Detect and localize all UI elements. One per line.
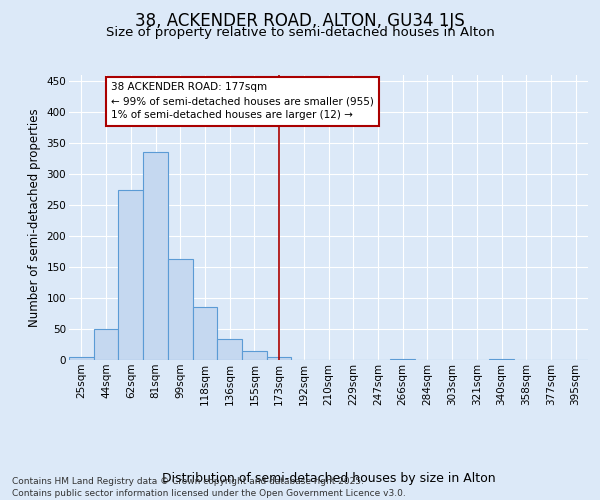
- Bar: [390, 359, 415, 360]
- Y-axis label: Number of semi-detached properties: Number of semi-detached properties: [28, 108, 41, 327]
- Text: 38 ACKENDER ROAD: 177sqm
← 99% of semi-detached houses are smaller (955)
1% of s: 38 ACKENDER ROAD: 177sqm ← 99% of semi-d…: [111, 82, 374, 120]
- Text: 38, ACKENDER ROAD, ALTON, GU34 1JS: 38, ACKENDER ROAD, ALTON, GU34 1JS: [135, 12, 465, 30]
- Bar: [489, 359, 514, 360]
- Text: Size of property relative to semi-detached houses in Alton: Size of property relative to semi-detach…: [106, 26, 494, 39]
- X-axis label: Distribution of semi-detached houses by size in Alton: Distribution of semi-detached houses by …: [161, 472, 496, 484]
- Bar: [267, 357, 292, 360]
- Bar: [69, 357, 94, 360]
- Bar: [217, 339, 242, 360]
- Bar: [242, 352, 267, 360]
- Bar: [143, 152, 168, 360]
- Text: Contains HM Land Registry data © Crown copyright and database right 2025.
Contai: Contains HM Land Registry data © Crown c…: [12, 476, 406, 498]
- Bar: [168, 259, 193, 360]
- Bar: [94, 329, 118, 360]
- Bar: [193, 308, 217, 360]
- Bar: [118, 190, 143, 360]
